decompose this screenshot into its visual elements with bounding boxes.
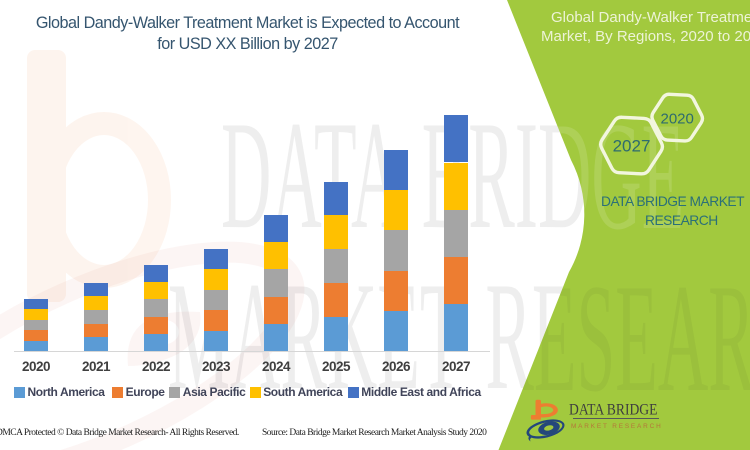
svg-text:2027: 2027 <box>613 137 651 156</box>
svg-text:MARKET RESEARCH: MARKET RESEARCH <box>571 423 663 430</box>
svg-text:2020: 2020 <box>661 111 694 128</box>
